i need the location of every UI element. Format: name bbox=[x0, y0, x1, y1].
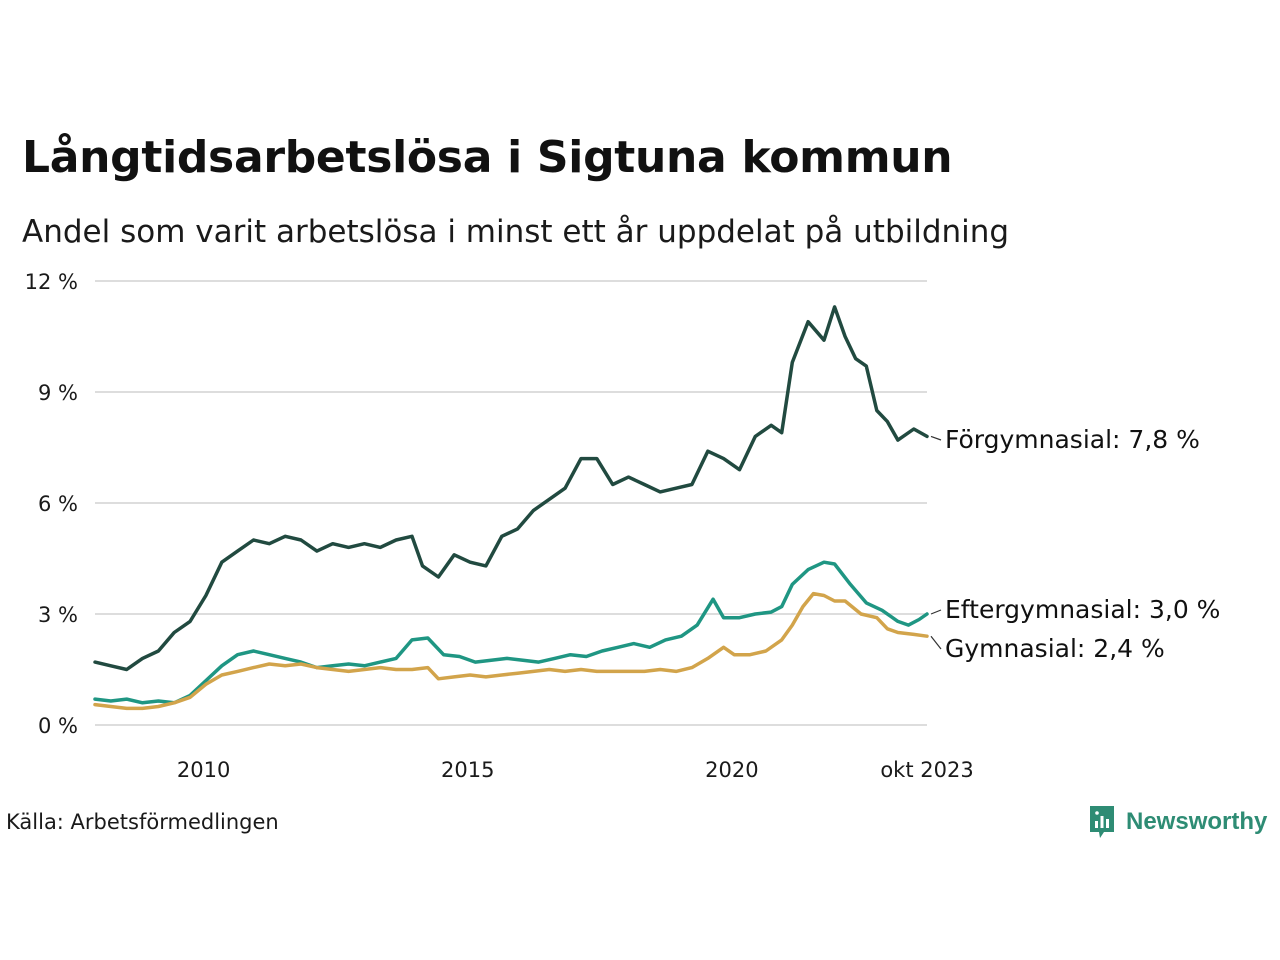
chart-title: Långtidsarbetslösa i Sigtuna kommun bbox=[22, 132, 953, 183]
end-label-connector bbox=[930, 635, 942, 650]
x-tick-label: 2020 bbox=[705, 758, 758, 782]
brand-logo: Newsworthy bbox=[1088, 804, 1267, 840]
series-line-gymnasial bbox=[93, 591, 929, 711]
x-tick-label: okt 2023 bbox=[880, 758, 973, 782]
chart-subtitle: Andel som varit arbetslösa i minst ett å… bbox=[22, 214, 1010, 250]
series-line-forgymnasial bbox=[93, 305, 929, 672]
end-label-eftergymnasial: Eftergymnasial: 3,0 % bbox=[945, 595, 1220, 624]
y-tick-label: 0 % bbox=[38, 714, 78, 738]
source-note: Källa: Arbetsförmedlingen bbox=[6, 810, 279, 834]
end-label-gymnasial: Gymnasial: 2,4 % bbox=[945, 634, 1165, 663]
x-tick-label: 2010 bbox=[177, 758, 230, 782]
y-tick-label: 3 % bbox=[38, 603, 78, 627]
y-tick-label: 12 % bbox=[25, 270, 78, 294]
y-tick-label: 9 % bbox=[38, 381, 78, 405]
newsworthy-logo-icon bbox=[1090, 806, 1114, 838]
end-label-connector bbox=[930, 435, 942, 441]
x-tick-label: 2015 bbox=[441, 758, 494, 782]
end-label-forgymnasial: Förgymnasial: 7,8 % bbox=[945, 425, 1200, 454]
series-line-eftergymnasial bbox=[93, 560, 929, 705]
end-label-connector bbox=[930, 609, 942, 615]
y-tick-label: 6 % bbox=[38, 492, 78, 516]
brand-name: Newsworthy bbox=[1126, 808, 1268, 835]
